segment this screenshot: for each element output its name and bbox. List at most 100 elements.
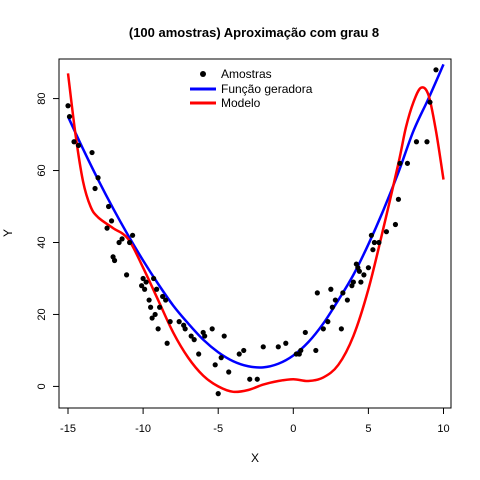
sample-point [361,272,367,278]
sample-point [338,326,344,332]
sample-point [71,139,77,145]
sample-point [140,275,146,282]
sample-point [105,203,112,210]
sample-point [325,319,331,325]
sample-point [404,160,411,166]
sample-point [226,369,232,375]
y-tick-label: 40 [36,236,48,248]
sample-point [383,229,390,235]
sample-point [356,268,362,274]
sample-point [123,272,130,278]
y-tick-label: 80 [36,92,48,104]
sample-point [176,319,182,325]
sample-point [154,286,160,292]
x-tick-label: 10 [437,423,449,435]
sample-point [254,376,260,382]
sample-point [152,311,158,318]
legend-label-samples: Amostras [221,67,272,81]
sample-point [151,275,157,282]
sample-point [260,344,266,350]
sample-point [126,239,133,246]
y-tick-label: 0 [36,383,48,389]
sample-point [129,232,136,238]
y-tick-label: 20 [36,308,48,320]
model-line [66,73,445,394]
y-axis: 0 20 40 60 80 [36,92,60,389]
y-tick-label: 60 [36,164,48,176]
sample-point [209,326,215,332]
sample-point [298,347,304,354]
x-tick-label: 0 [290,423,296,435]
sample-point [202,333,208,339]
x-axis-label: X [251,451,259,465]
sample-point [146,297,152,303]
sample-point [283,340,289,346]
sample-point [413,139,420,145]
sample-point [104,225,110,231]
x-tick-label: -5 [213,423,223,435]
sample-point [395,196,402,202]
sample-point [196,351,202,357]
sample-point [142,286,148,292]
sample-point [218,355,224,361]
sample-point [212,362,218,368]
sample-point [65,103,71,109]
sample-point [191,337,197,343]
sample-point [344,297,350,303]
sample-point [365,265,371,271]
sample-point [116,239,122,246]
sample-point [371,239,378,246]
sample-point [148,304,154,310]
sample-point [433,67,439,73]
x-tick-label: -15 [60,423,76,435]
sample-point [247,376,253,382]
sample-point [111,257,118,264]
legend: Amostras Função geradora Modelo [190,67,313,110]
sample-point [340,290,346,296]
sample-point [108,218,115,224]
sample-point [221,333,227,339]
sample-point [236,351,242,357]
generator-line [66,63,445,369]
y-axis-label: Y [1,229,15,237]
sample-point [155,326,161,332]
sample-point [188,333,194,339]
sample-point [313,347,319,354]
sample-point [215,391,221,397]
x-axis: -15 -10 -5 0 5 10 [60,407,450,435]
sample-point [119,236,125,242]
sample-point [66,113,73,120]
sample-point [424,139,430,145]
x-tick-label: 5 [365,423,371,435]
legend-label-generator: Função geradora [221,82,313,96]
sample-point [329,304,335,310]
x-tick-label: -10 [135,423,151,435]
series-layer [65,63,445,397]
sample-point [160,293,166,300]
sample-point [314,290,320,296]
chart-title: (100 amostras) Aproximação com grau 8 [129,25,379,40]
sample-point [143,279,149,285]
sample-point [164,340,170,346]
sample-point [182,326,188,332]
sample-point [75,142,82,148]
sample-point [92,185,98,192]
sample-point [427,99,433,105]
sample-point [350,279,356,285]
sample-point [89,149,95,156]
sample-point [397,160,403,166]
sample-point [368,232,374,238]
sample-point [332,297,338,303]
sample-point [167,319,173,325]
sample-point [241,347,247,354]
sample-point [149,315,155,321]
sample-point [392,221,399,228]
sample-point [370,247,376,253]
legend-label-model: Modelo [221,96,261,110]
sample-point [302,329,308,336]
sample-point [320,326,326,332]
sample-point [275,344,281,350]
sample-point [139,283,145,289]
